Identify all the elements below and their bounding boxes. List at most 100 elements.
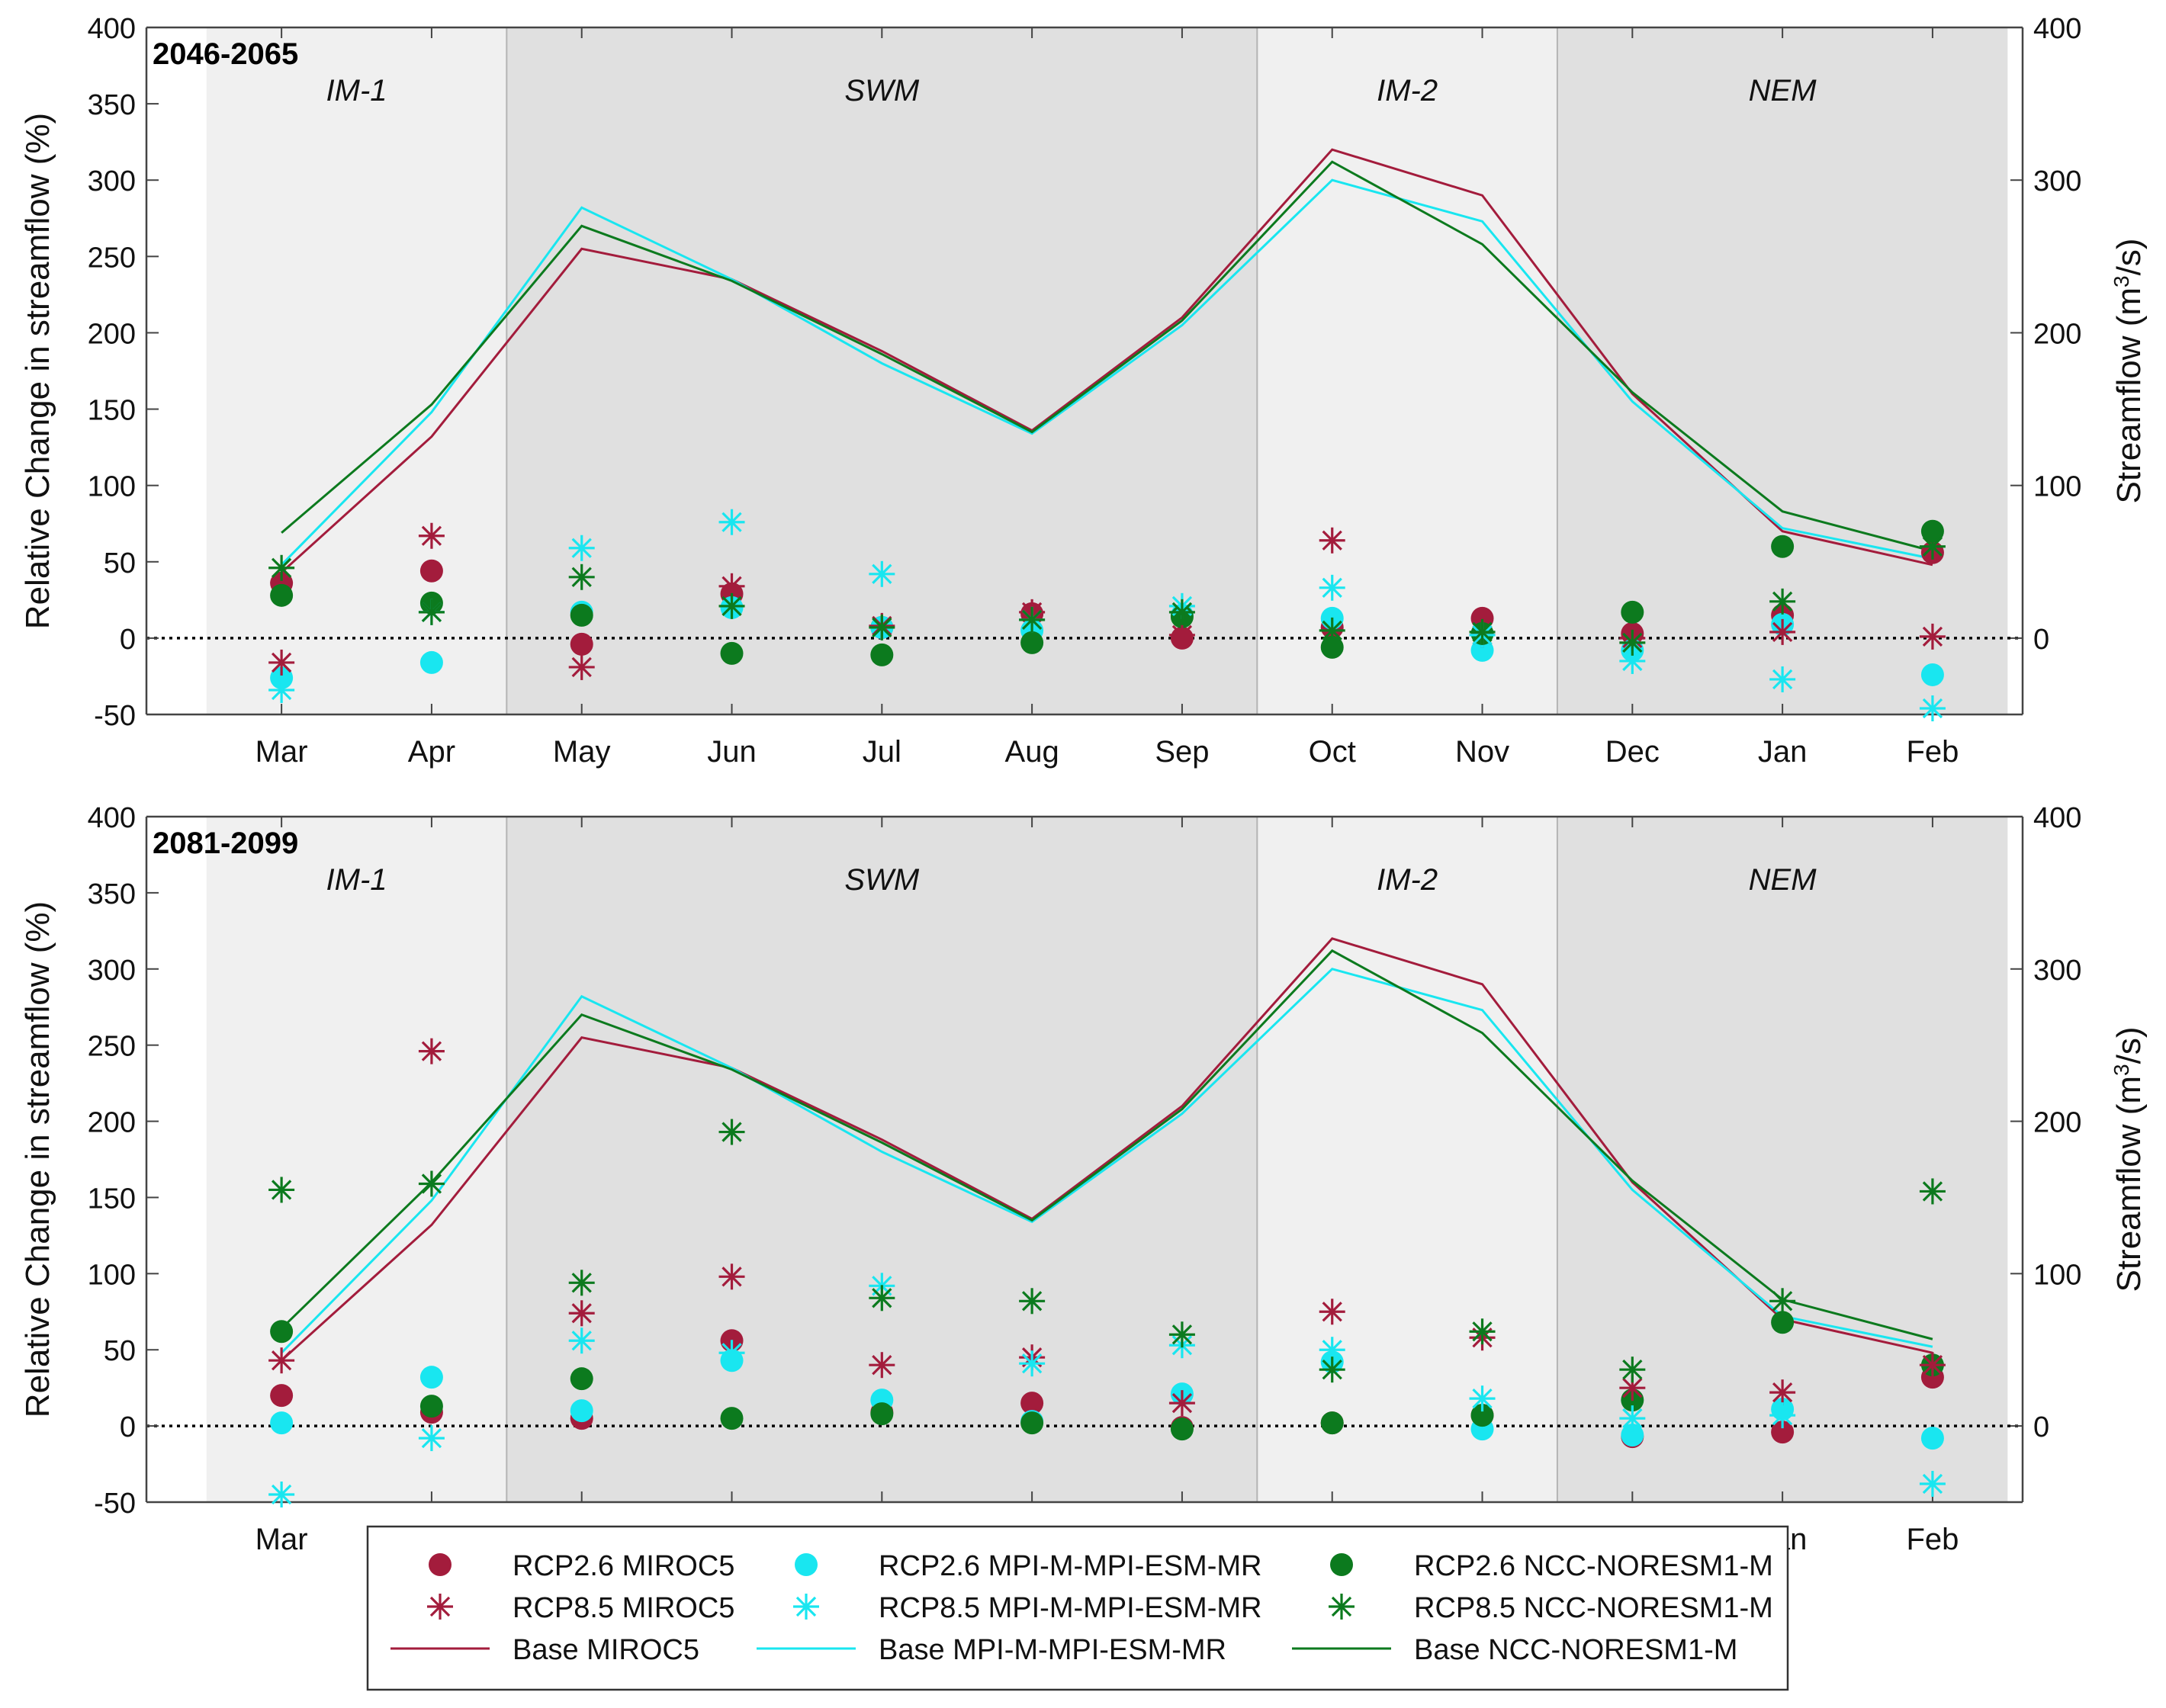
point-rcp85_ncc-Jan [1769,588,1796,615]
point-rcp26_ncc-Jun [720,1407,744,1430]
point-rcp85_ncc-Jun [718,1119,745,1145]
legend-label-rcp26_miroc5: RCP2.6 MIROC5 [513,1550,734,1582]
legend-label-rcp26_ncc: RCP2.6 NCC-NORESM1-M [1414,1550,1773,1582]
point-rcp26_mpi-Feb [1920,663,1944,686]
left-tick-label: 350 [88,878,136,910]
x-tick-label-Dec: Dec [1605,735,1660,769]
point-rcp85_ncc-Dec [1619,629,1646,656]
left-tick-label: 100 [88,1259,136,1291]
point-rcp26_ncc-May [570,603,593,627]
line-base_mpi [281,178,1933,566]
period-label: 2046-2065 [153,37,298,71]
point-rcp85_ncc-Dec [1619,1356,1646,1383]
x-tick-label-Jul: Jul [863,735,901,769]
right-tick-label: 0 [2033,1411,2049,1443]
season-label: NEM [1749,863,1817,897]
legend-label-rcp85_miroc5: RCP8.5 MIROC5 [513,1592,734,1624]
line-base_mpi [281,968,1933,1354]
season-band-IM-1 [206,817,507,1502]
point-rcp85_mpi-Oct [1319,1337,1345,1363]
point-rcp85_ncc-Jul [869,614,895,640]
point-rcp26_ncc-Dec [1621,600,1644,624]
season-label: IM-1 [326,74,387,108]
point-rcp26_mpi-May [570,1399,593,1423]
point-rcp26_ncc-Oct [1320,635,1344,659]
point-rcp26_ncc-Sep [1170,1417,1194,1441]
left-tick-label: 250 [88,1031,136,1063]
point-rcp85_miroc5-May [568,1300,595,1327]
point-rcp26_ncc-Jun [720,641,744,665]
left-tick-label: 300 [88,165,136,197]
point-rcp85_ncc-Apr [418,599,445,625]
season-band-IM-2 [1257,27,1557,714]
season-label: SWM [844,74,919,108]
right-tick-label: 300 [2033,165,2081,197]
left-tick-label: 400 [88,13,136,45]
left-axis-title: Relative Change in streamflow (%) [19,113,56,629]
point-rcp85_mpi-Mar [268,1482,295,1508]
point-rcp85_miroc5-Feb [1919,623,1946,650]
legend: RCP2.6 MIROC5 RCP2.6 MPI-M-MPI-ESM-MR RCP2… [366,1525,1789,1691]
point-rcp26_ncc-Apr [419,1395,443,1418]
point-rcp26_miroc5-Jan [1771,1421,1795,1444]
x-tick-label-Oct: Oct [1309,735,1356,769]
point-rcp26_ncc-Oct [1320,1411,1344,1435]
point-rcp85_mpi-May [568,1328,595,1354]
x-tick-label-Aug: Aug [1005,735,1059,769]
season-band-SWM [506,817,1258,1502]
point-rcp85_ncc-Jul [869,1285,895,1312]
season-label: SWM [844,863,919,897]
season-label: IM-2 [1377,863,1438,897]
right-tick-label: 400 [2033,802,2081,834]
right-axis-title: Streamflow (m3/s) [2110,1026,2148,1292]
left-tick-label: 50 [104,547,136,580]
left-tick-label: 200 [88,318,136,350]
point-rcp85_mpi-Feb [1919,1471,1946,1498]
point-rcp85_ncc-Nov [1469,1318,1496,1345]
point-rcp26_miroc5-Mar [270,1384,294,1408]
point-rcp85_ncc-Oct [1319,1356,1345,1383]
point-rcp26_mpi-Apr [419,650,443,674]
x-tick-label-Apr: Apr [408,735,455,769]
point-rcp85_miroc5-Sep [1168,1390,1195,1417]
point-rcp26_ncc-Aug [1020,1411,1044,1435]
x-tick-label-Nov: Nov [1455,735,1509,769]
left-axis-title: Relative Change in streamflow (%) [19,901,56,1417]
point-rcp26_mpi-Feb [1920,1427,1944,1450]
point-rcp85_ncc-Apr [418,1170,445,1197]
legend-label-rcp85_ncc: RCP8.5 NCC-NORESM1-M [1414,1592,1773,1624]
season-band-SWM [506,27,1258,714]
point-rcp26_ncc-Feb [1920,519,1944,543]
x-tick-label-Jun: Jun [707,735,757,769]
left-tick-label: -50 [94,700,136,732]
legend-label-base_miroc5: Base MIROC5 [513,1634,699,1666]
legend-marker-rcp26_mpi [795,1553,818,1576]
x-tick-label-Mar: Mar [255,735,308,769]
right-tick-label: 100 [2033,1259,2081,1291]
right-tick-label: 300 [2033,955,2081,987]
point-rcp26_mpi-Dec [1621,1424,1644,1447]
point-rcp85_mpi-Dec [1619,1405,1646,1432]
legend-label-rcp26_mpi: RCP2.6 MPI-M-MPI-ESM-MR [879,1550,1261,1582]
left-tick-label: 200 [88,1107,136,1139]
point-rcp26_ncc-Mar [270,583,294,607]
point-rcp85_ncc-Mar [268,554,295,581]
point-rcp85_mpi-Jan [1769,666,1796,692]
point-rcp85_mpi-Jul [869,560,895,587]
point-rcp85_miroc5-Jan [1769,1379,1796,1406]
x-tick-label-Mar: Mar [255,1523,308,1556]
x-tick-label-Jan: Jan [1758,735,1808,769]
point-rcp85_miroc5-Apr [418,522,445,549]
right-tick-label: 100 [2033,471,2081,503]
x-tick-label-Feb: Feb [1906,1523,1959,1556]
x-tick-label-Feb: Feb [1906,735,1959,769]
point-rcp85_ncc-Feb [1919,1178,1946,1205]
point-rcp85_miroc5-May [568,653,595,680]
left-tick-label: 400 [88,802,136,834]
season-label: IM-1 [326,863,387,897]
right-tick-label: 0 [2033,624,2049,656]
point-rcp85_miroc5-Oct [1319,527,1345,554]
season-label: IM-2 [1377,74,1438,108]
line-base_ncc [281,160,1933,553]
